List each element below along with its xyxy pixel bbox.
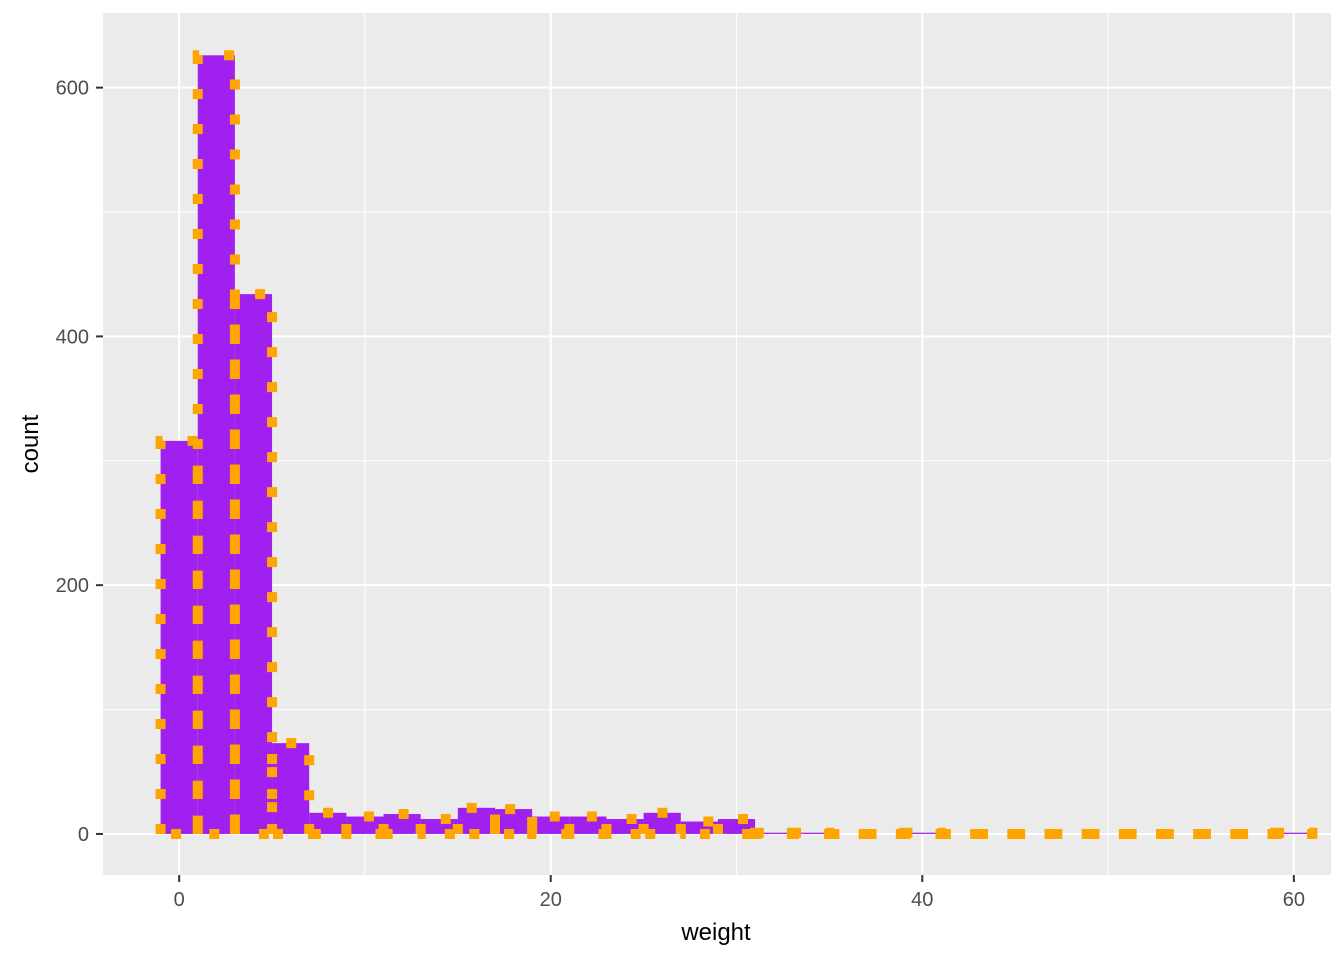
histogram-bar — [160, 440, 198, 834]
histogram-bar — [383, 814, 421, 834]
x-tick-label: 40 — [911, 889, 933, 911]
plot-panel — [103, 13, 1331, 875]
histogram-bar — [755, 832, 793, 834]
histogram-bar — [309, 812, 347, 834]
histogram-bar — [569, 816, 607, 834]
y-tick-label: 0 — [78, 824, 89, 846]
histogram-bars — [160, 55, 1313, 834]
y-tick-label: 600 — [56, 78, 89, 100]
x-tick-label: 0 — [174, 889, 185, 911]
minor-gridlines — [103, 13, 1331, 875]
histogram-bar — [234, 294, 273, 834]
bar-outline — [155, 50, 1318, 839]
y-tick-label: 200 — [56, 575, 89, 597]
histogram-bar — [532, 816, 570, 834]
y-axis-title: count — [17, 414, 44, 473]
histogram-bar — [792, 832, 830, 834]
histogram-bar — [903, 832, 941, 834]
axis-ticks — [96, 86, 1295, 882]
x-tick-label: 60 — [1283, 889, 1305, 911]
histogram-bar — [643, 812, 681, 834]
x-tick-labels: 0 20 40 60 — [174, 889, 1305, 911]
histogram-bar — [1275, 832, 1313, 834]
histogram-bar — [197, 55, 235, 834]
y-tick-label: 400 — [56, 326, 89, 348]
histogram-bar — [272, 743, 310, 834]
histogram-bar — [346, 816, 384, 834]
x-axis-title: weight — [680, 919, 751, 946]
x-tick-label: 20 — [540, 889, 562, 911]
y-tick-labels: 0 200 400 600 — [56, 78, 89, 846]
